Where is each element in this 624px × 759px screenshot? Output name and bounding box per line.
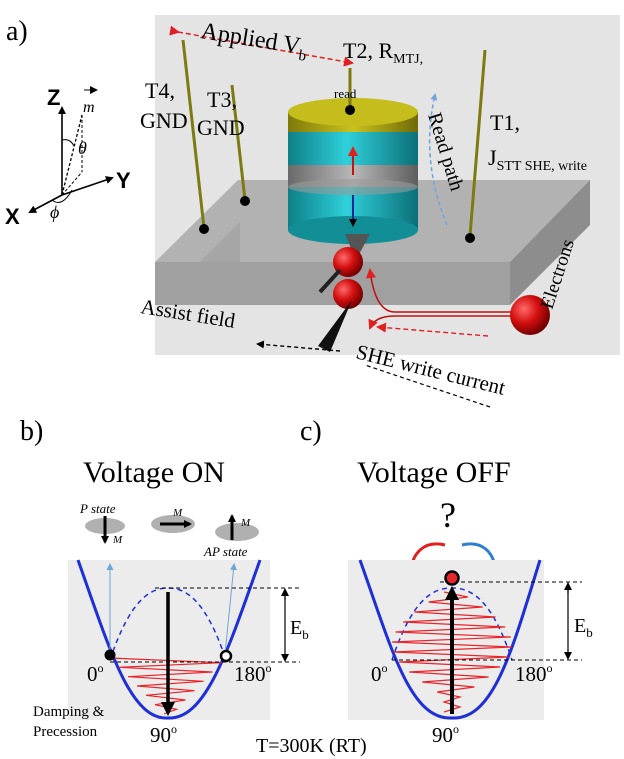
t4-contact (199, 224, 209, 234)
p-state-label: P state (79, 501, 116, 516)
spin-arrow (318, 300, 352, 352)
t3-probe (230, 84, 247, 201)
pillar-foot (345, 234, 370, 260)
angle-0-c: 0o (371, 661, 388, 686)
angle-180-c: 180o (515, 661, 553, 686)
angle-180-b: 180o (234, 661, 272, 686)
t4-probe (181, 39, 206, 229)
well-c-oscillation (392, 591, 512, 713)
t3-contact (240, 196, 250, 206)
projection-base (61, 171, 83, 196)
she-current-arrow (376, 322, 489, 337)
she-current-dash (364, 364, 491, 408)
t1-label-line1: T1, (490, 110, 520, 135)
ap-state-pointer (224, 563, 237, 655)
y-label: Y (116, 168, 131, 193)
damping-label-line1: Damping & (33, 704, 105, 720)
panel-label-b: b) (20, 416, 43, 447)
x-axis (28, 194, 63, 213)
strip-side (510, 180, 590, 305)
t1-probe (468, 49, 487, 237)
panel-c-title: Voltage OFF (357, 456, 511, 489)
m-vector (61, 114, 83, 196)
ap-state-label: AP state (203, 544, 248, 559)
mtj-pillar (288, 98, 418, 260)
state-icons: P state M M M AP state (79, 501, 259, 559)
axis-system: Z Y X m θ ϕ (5, 85, 131, 229)
t1-label-line2: JSTT SHE, write (488, 145, 587, 174)
well-c-curve (358, 559, 542, 720)
question-mark: ? (440, 495, 456, 535)
electron-path-up (365, 268, 520, 313)
phi-arc (51, 189, 73, 203)
z-label: Z (47, 85, 60, 110)
m-label: m (83, 99, 95, 116)
pillar-bottom (288, 216, 418, 244)
angle-0-b: 0o (87, 661, 104, 686)
t4-label-line2: GND (140, 108, 188, 133)
t2-label: T2, RMTJ, (343, 38, 423, 67)
electron-path-down (368, 315, 520, 330)
spin-up-electron (333, 247, 363, 277)
barrier-lower-edge (288, 179, 418, 195)
panel-label-c: c) (300, 416, 322, 447)
phi-label: ϕ (50, 202, 59, 222)
electron-flow (318, 247, 550, 352)
well-b-oscillation (109, 657, 222, 715)
eb-b-label: Eb (290, 617, 309, 642)
well-b-curve (76, 559, 262, 720)
spin-down-electron (333, 279, 363, 309)
applied-voltage-arrow (169, 25, 354, 67)
terminals (181, 39, 487, 243)
strip-inner-face (200, 222, 240, 262)
t1-contact (465, 233, 475, 243)
angle-90-c: 90o (432, 722, 459, 747)
eb-c-label: Eb (574, 615, 593, 640)
angle-90-b: 90o (150, 722, 177, 747)
theta-arc (61, 139, 75, 147)
t3-label-line2: GND (197, 115, 245, 140)
t3-label-line1: T3, (207, 87, 237, 112)
p-state-ball (104, 649, 116, 661)
electron-source (510, 295, 550, 335)
panel-label-a: a) (6, 16, 28, 47)
t2-read-label: read (334, 86, 357, 101)
x-label: X (5, 204, 20, 229)
strip-front (155, 262, 510, 305)
p-state-m: M (112, 534, 123, 546)
ap-state-ball (219, 649, 233, 663)
panel-b-title: Voltage ON (83, 456, 225, 489)
damping-label-line2: Precession (33, 724, 98, 740)
theta-label: θ (78, 138, 87, 158)
ap-state-disk (215, 523, 259, 541)
read-path-arrow (428, 93, 448, 226)
well-b-barrier (109, 587, 227, 661)
well-c-top-ball (444, 570, 460, 586)
t2-contact (345, 105, 355, 115)
spin-axis (318, 268, 342, 294)
ap-state-m: M (240, 517, 251, 529)
temperature-label: T=300K (RT) (256, 735, 367, 757)
mid-state-m: M (172, 507, 183, 519)
t4-label-line1: T4, (145, 78, 175, 103)
